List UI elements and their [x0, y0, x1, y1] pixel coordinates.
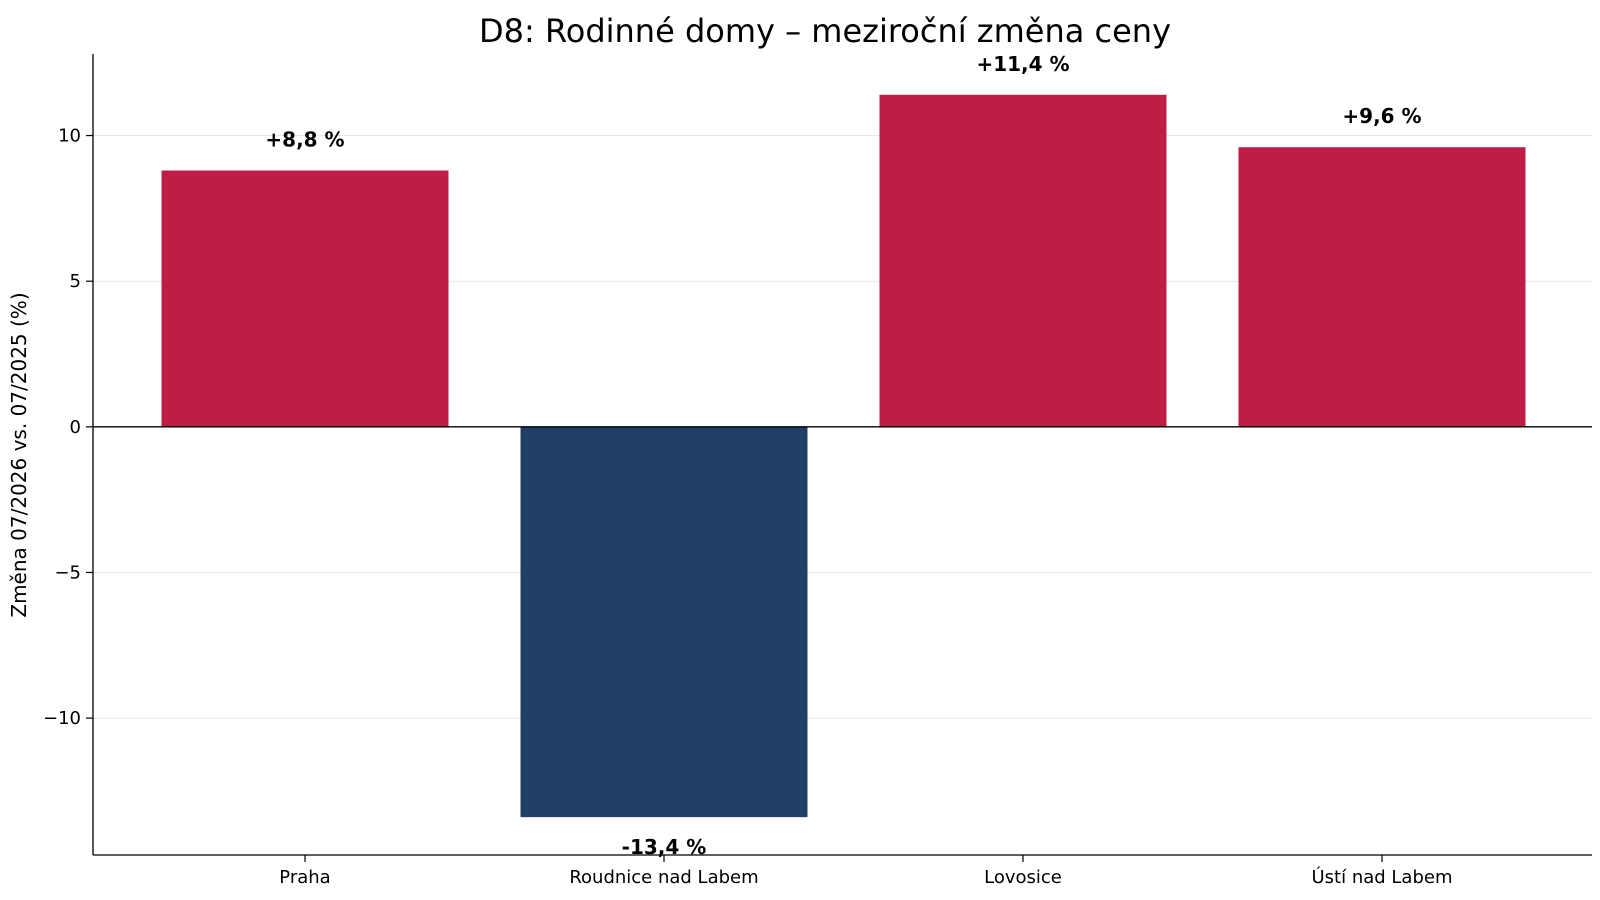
x-tick-label: Lovosice	[984, 867, 1062, 888]
data-label-3: +9,6 %	[1342, 104, 1421, 128]
y-tick-label: 10	[58, 126, 81, 147]
data-label-1: -13,4 %	[622, 835, 707, 859]
bar-0	[161, 170, 449, 427]
chart-title: D8: Rodinné domy – meziroční změna ceny	[479, 12, 1171, 50]
bar-1	[520, 426, 808, 818]
y-tick-label: −5	[54, 562, 81, 583]
bar-2	[879, 94, 1167, 427]
axes	[92, 54, 1592, 856]
bars	[161, 94, 1526, 818]
y-axis-label: Změna 07/2026 vs. 07/2025 (%)	[7, 292, 31, 617]
x-tick-label: Ústí nad Labem	[1311, 866, 1452, 888]
x-ticks: Praha Roudnice nad Labem Lovosice Ústí nad …	[279, 855, 1453, 888]
bar-3	[1238, 147, 1526, 427]
data-label-0: +8,8 %	[265, 128, 344, 152]
data-label-2: +11,4 %	[976, 52, 1069, 76]
x-tick-label: Praha	[279, 867, 330, 888]
y-tick-label: 0	[70, 417, 81, 438]
data-labels: +8,8 % -13,4 % +11,4 % +9,6 %	[265, 52, 1421, 859]
y-tick-label: 5	[70, 271, 81, 292]
y-ticks: −10 −5 0 5 10	[43, 126, 93, 729]
y-tick-label: −10	[43, 708, 81, 729]
x-tick-label: Roudnice nad Labem	[569, 867, 758, 888]
